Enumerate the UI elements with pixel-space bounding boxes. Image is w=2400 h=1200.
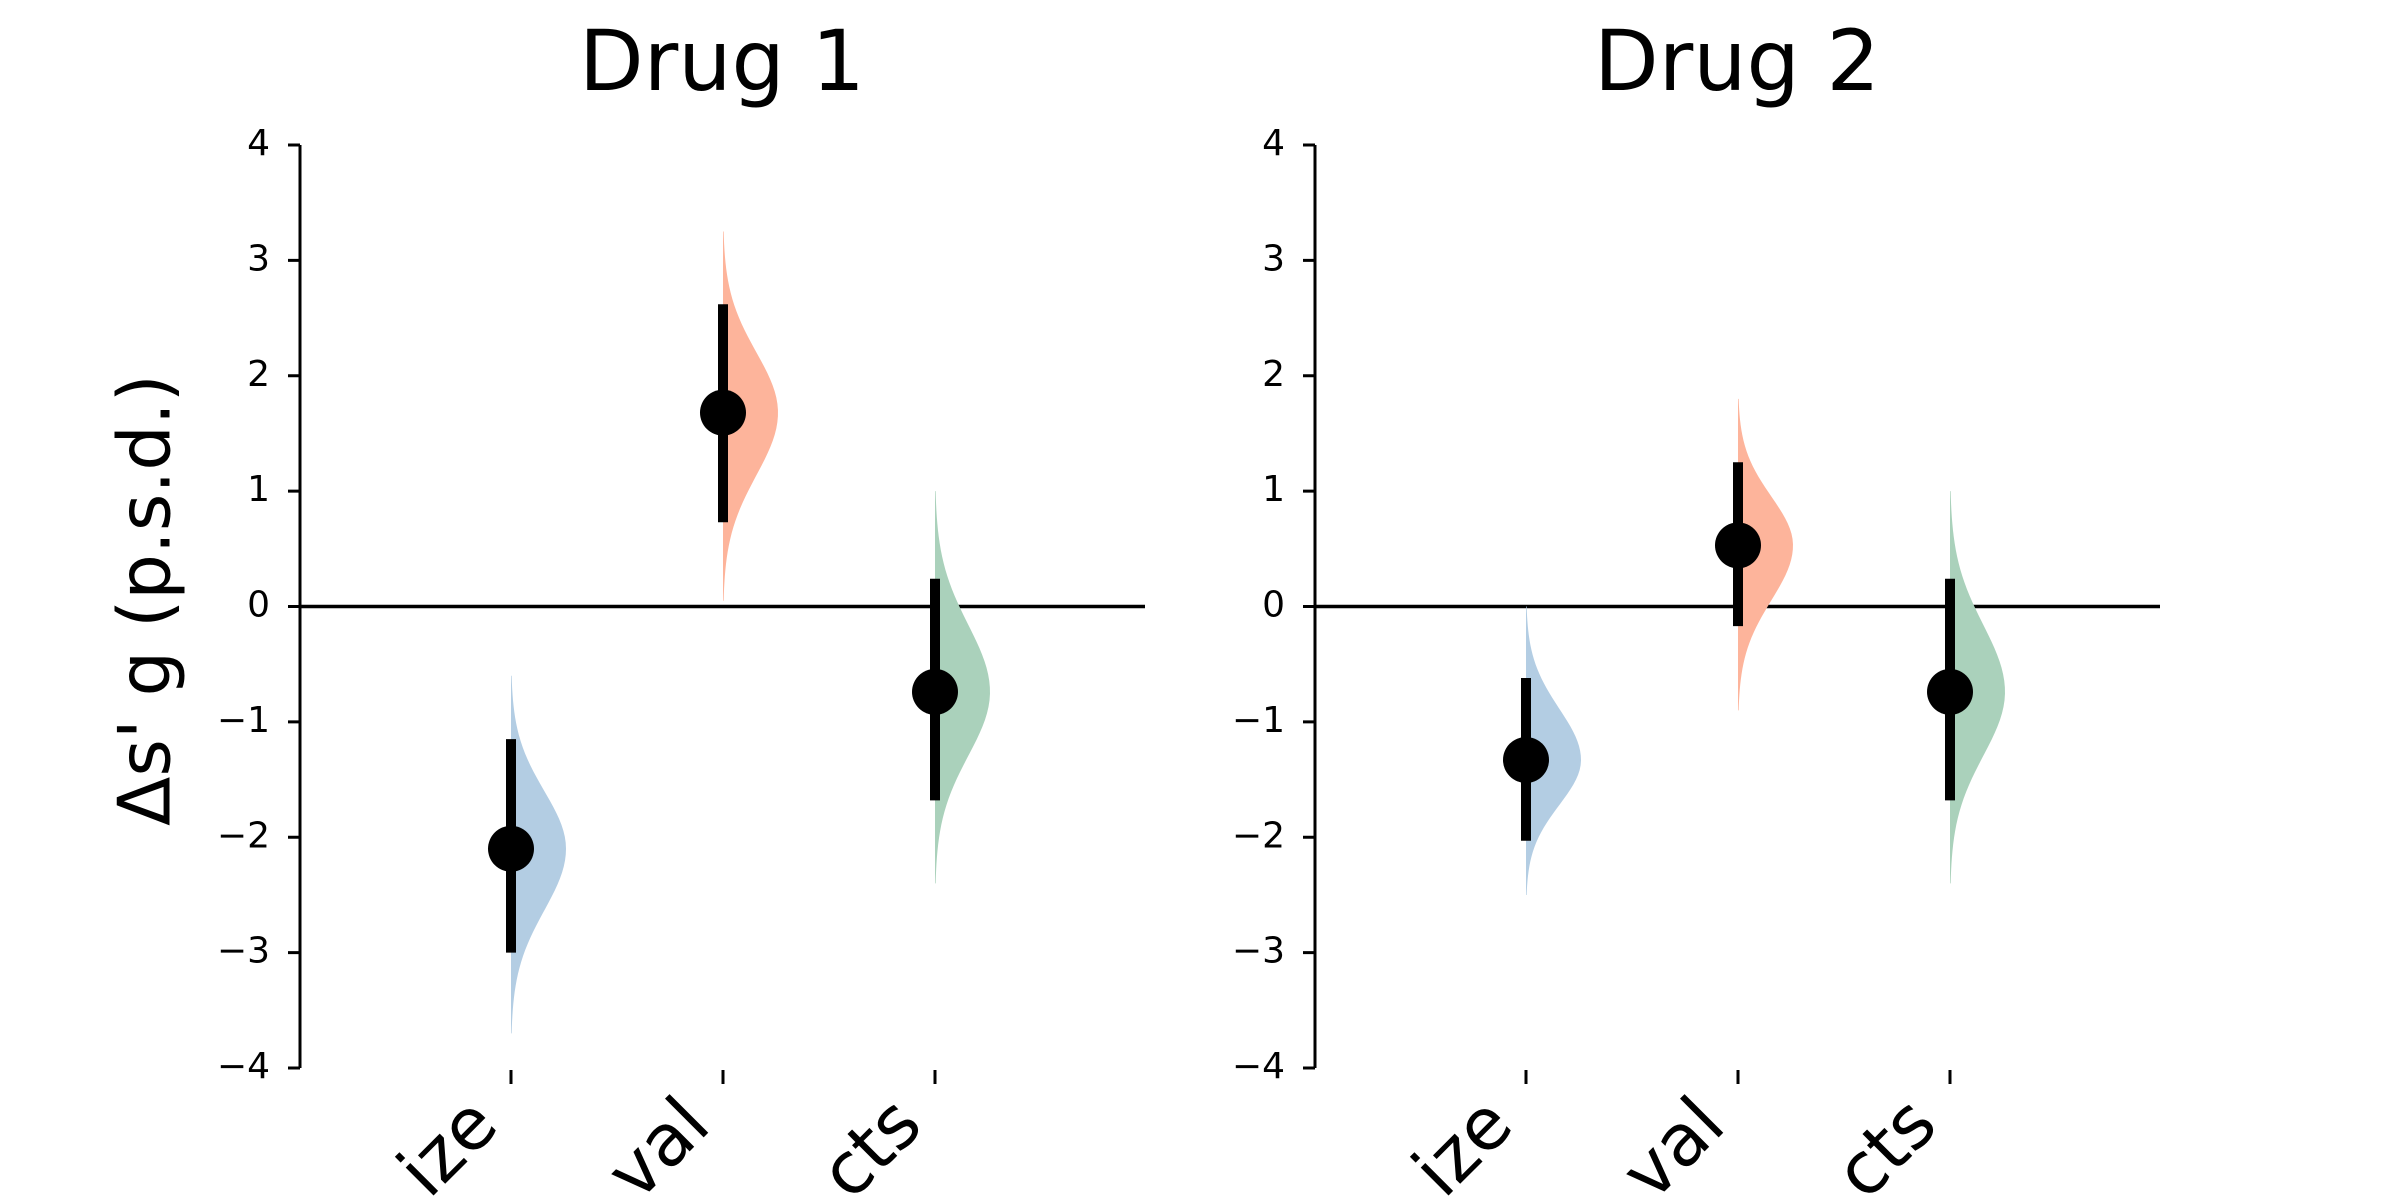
distribution-half-violin bbox=[935, 491, 990, 884]
distribution-half-violin bbox=[1738, 398, 1793, 711]
distribution-half-violin bbox=[1950, 491, 2005, 884]
y-tick-label: −2 bbox=[217, 815, 270, 856]
chart-panel-1: Drug 1 −4 −3 −2 −1 0 1 2 3 4 ize val cts bbox=[217, 12, 1145, 1200]
effect-size-point bbox=[1715, 522, 1761, 569]
x-category-label: val bbox=[590, 1081, 725, 1200]
y-tick-label: −2 bbox=[1232, 815, 1285, 856]
x-category-label: cts bbox=[1818, 1081, 1952, 1200]
y-tick-label: 1 bbox=[1262, 469, 1285, 510]
y-tick-label: 2 bbox=[1262, 354, 1285, 395]
y-tick-label: 3 bbox=[1262, 238, 1285, 279]
y-tick-label: 0 bbox=[1262, 585, 1285, 626]
y-tick-label: 4 bbox=[1262, 123, 1285, 164]
y-tick-label: 2 bbox=[247, 354, 270, 395]
y-tick-label: −4 bbox=[217, 1046, 270, 1087]
y-tick-label: −3 bbox=[217, 931, 270, 972]
distribution-half-violin bbox=[511, 675, 566, 1034]
y-tick-label: −1 bbox=[217, 700, 270, 741]
effect-size-point bbox=[488, 825, 534, 872]
x-category-label: cts bbox=[803, 1081, 937, 1200]
panel-title: Drug 1 bbox=[579, 12, 865, 110]
x-category-label: val bbox=[1605, 1081, 1740, 1200]
x-category-label: ize bbox=[381, 1081, 513, 1200]
y-tick-label: −3 bbox=[1232, 931, 1285, 972]
y-tick-label: 1 bbox=[247, 469, 270, 510]
distribution-half-violin bbox=[723, 231, 778, 601]
panel-title: Drug 2 bbox=[1594, 12, 1880, 110]
y-tick-label: 3 bbox=[247, 238, 270, 279]
effect-size-point bbox=[700, 389, 746, 436]
effect-size-point bbox=[1927, 668, 1973, 715]
chart-panel-2: Drug 2 −4 −3 −2 −1 0 1 2 3 4 ize val cts bbox=[1232, 12, 2160, 1200]
y-tick-label: −1 bbox=[1232, 700, 1285, 741]
effect-size-point bbox=[912, 668, 958, 715]
y-tick-label: −4 bbox=[1232, 1046, 1285, 1087]
x-category-label: ize bbox=[1396, 1081, 1528, 1200]
y-tick-label: 4 bbox=[247, 123, 270, 164]
y-tick-label: 0 bbox=[247, 585, 270, 626]
effect-size-point bbox=[1503, 736, 1549, 783]
distribution-half-violin bbox=[1526, 606, 1581, 895]
y-axis-label: Δs' g (p.s.d.) bbox=[103, 374, 187, 826]
